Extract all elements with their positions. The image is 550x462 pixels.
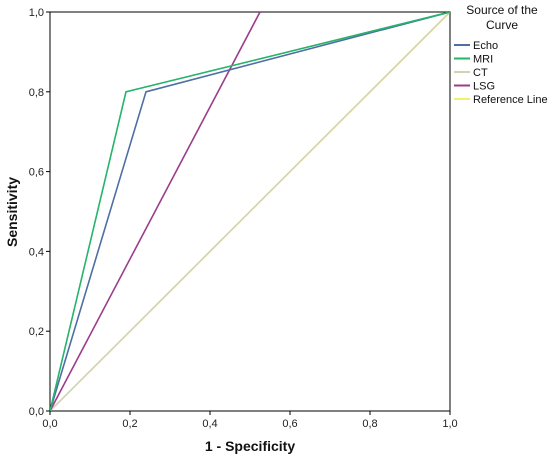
legend-label: Echo <box>473 40 498 52</box>
legend-label: MRI <box>473 54 493 66</box>
x-tick-label: 0,2 <box>122 418 137 430</box>
series-line-lsg <box>50 12 261 411</box>
series-line-mri <box>50 12 450 411</box>
legend-label: CT <box>473 67 488 79</box>
series-line-ct <box>50 12 450 411</box>
x-tick-label: 0,4 <box>202 418 217 430</box>
series-line-echo <box>50 12 450 411</box>
x-tick-label: 1,0 <box>442 418 457 430</box>
legend-title-line1: Source of the <box>466 3 538 17</box>
x-tick-label: 0,0 <box>42 418 57 430</box>
x-tick-label: 0,6 <box>282 418 297 430</box>
x-axis-title: 1 - Specificity <box>205 438 295 454</box>
y-tick-label: 0,8 <box>29 87 44 99</box>
legend-label: LSG <box>473 81 495 93</box>
x-tick-label: 0,8 <box>362 418 377 430</box>
legend-label: Reference Line <box>473 94 548 106</box>
y-tick-label: 1,0 <box>29 7 44 19</box>
y-tick-label: 0,4 <box>29 246 44 258</box>
y-tick-label: 0,6 <box>29 167 44 179</box>
y-axis-title: Sensitivity <box>4 177 20 247</box>
y-tick-label: 0,0 <box>29 406 44 418</box>
y-tick-label: 0,2 <box>29 326 44 338</box>
legend-title-line2: Curve <box>486 18 518 32</box>
